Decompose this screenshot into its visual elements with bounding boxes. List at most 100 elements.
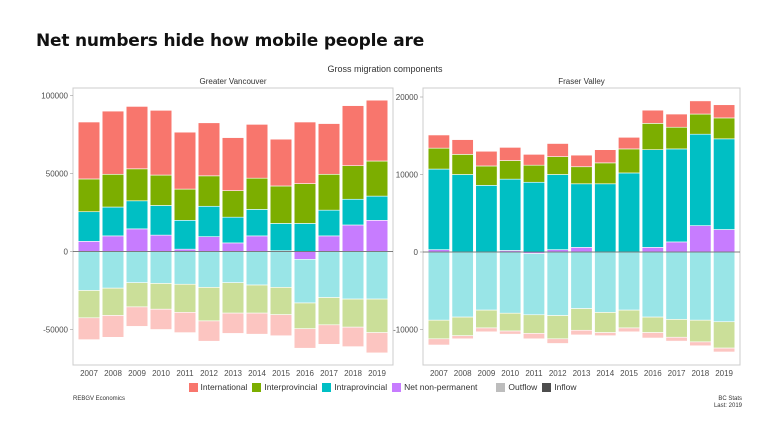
bar-segment-outflow xyxy=(427,251,450,321)
bar-segment-outflow xyxy=(713,347,736,353)
bar-segment-inflow xyxy=(451,174,474,253)
bar-segment-inflow xyxy=(641,247,664,253)
bar-segment-outflow xyxy=(499,312,522,332)
y-tick-label: 0 xyxy=(414,248,419,257)
legend-label: Inflow xyxy=(554,382,577,392)
bar-segment-outflow xyxy=(269,287,293,315)
bar-segment-outflow xyxy=(317,324,341,345)
data-source-date: Last: 2019 xyxy=(713,403,742,409)
bar-segment-inflow xyxy=(149,174,173,206)
bar-segment-inflow xyxy=(245,235,269,252)
bar-segment-outflow xyxy=(365,298,389,333)
bar-segment-outflow xyxy=(689,319,712,343)
bar-segment-inflow xyxy=(293,223,317,252)
bar-segment-outflow xyxy=(475,251,498,311)
legend-swatch xyxy=(188,382,198,392)
bar-segment-inflow xyxy=(221,216,245,244)
bar-segment-inflow xyxy=(341,224,365,252)
bar-segment-inflow xyxy=(245,177,269,210)
x-tick-label: 2015 xyxy=(620,369,638,378)
x-tick-label: 2016 xyxy=(296,369,314,378)
bar-segment-outflow xyxy=(269,314,293,337)
bar-segment-inflow xyxy=(101,206,125,237)
bar-segment-inflow xyxy=(317,235,341,252)
bar-segment-inflow xyxy=(570,166,593,185)
bar-segment-outflow xyxy=(245,312,269,335)
bar-segment-inflow xyxy=(77,241,101,252)
source-credit: REBGV Economics xyxy=(73,396,126,402)
bar-segment-inflow xyxy=(546,156,569,175)
panel-title: Fraser Valley xyxy=(558,77,605,86)
bar-segment-inflow xyxy=(245,124,269,179)
bar-segment-inflow xyxy=(570,247,593,253)
bar-segment-inflow xyxy=(365,99,389,162)
bar-segment-inflow xyxy=(101,173,125,208)
bar-segment-outflow xyxy=(499,330,522,335)
bar-segment-inflow xyxy=(641,109,664,124)
bar-segment-outflow xyxy=(594,312,617,333)
x-tick-label: 2017 xyxy=(320,369,338,378)
bar-segment-inflow xyxy=(713,138,736,230)
bar-segment-inflow xyxy=(475,165,498,186)
bar-segment-outflow xyxy=(522,253,545,316)
bar-segment-inflow xyxy=(594,162,617,185)
bar-segment-inflow xyxy=(269,138,293,187)
bar-segment-outflow xyxy=(341,251,365,300)
bar-segment-outflow xyxy=(293,258,317,304)
bar-segment-inflow xyxy=(365,220,389,252)
bar-segment-inflow xyxy=(618,148,641,174)
bar-segment-outflow xyxy=(221,282,245,314)
legend: International Interprovincial Intraprovi… xyxy=(0,382,770,392)
bar-segment-outflow xyxy=(665,319,688,338)
x-tick-label: 2013 xyxy=(573,369,591,378)
x-tick-label: 2018 xyxy=(344,369,362,378)
bar-segment-inflow xyxy=(475,185,498,253)
bar-segment-inflow xyxy=(365,160,389,197)
x-tick-label: 2014 xyxy=(596,369,614,378)
bar-segment-inflow xyxy=(173,131,197,190)
bar-segment-outflow xyxy=(594,332,617,337)
x-tick-label: 2008 xyxy=(104,369,122,378)
bar-segment-outflow xyxy=(427,338,450,346)
bar-segment-outflow xyxy=(546,315,569,340)
bar-segment-inflow xyxy=(317,209,341,237)
bar-segment-outflow xyxy=(689,341,712,347)
legend-label: Net non-permanent xyxy=(404,382,478,392)
x-tick-label: 2011 xyxy=(525,369,543,378)
bar-segment-outflow xyxy=(245,251,269,286)
x-tick-label: 2019 xyxy=(715,369,733,378)
bar-segment-outflow xyxy=(197,320,221,342)
x-tick-label: 2010 xyxy=(152,369,170,378)
legend-item-intraprovincial: Intraprovincial xyxy=(322,382,387,392)
x-tick-label: 2019 xyxy=(368,369,386,378)
bar-segment-inflow xyxy=(689,225,712,253)
x-tick-label: 2017 xyxy=(668,369,686,378)
bar-segment-inflow xyxy=(77,211,101,242)
bar-segment-inflow xyxy=(427,147,450,170)
bar-segment-outflow xyxy=(641,251,664,318)
y-tick-label: -10000 xyxy=(393,326,418,335)
x-tick-label: 2007 xyxy=(430,369,448,378)
bar-segment-outflow xyxy=(341,326,365,347)
bar-segment-inflow xyxy=(365,195,389,221)
bar-segment-inflow xyxy=(665,126,688,150)
bar-segment-inflow xyxy=(197,236,221,252)
legend-label: International xyxy=(200,382,248,392)
bar-segment-outflow xyxy=(125,282,149,308)
bar-segment-outflow xyxy=(641,316,664,333)
bar-segment-outflow xyxy=(149,283,173,310)
y-tick-label: 100000 xyxy=(41,92,68,101)
bar-segment-inflow xyxy=(317,123,341,175)
bar-segment-outflow xyxy=(427,319,450,340)
bar-segment-inflow xyxy=(197,122,221,177)
bar-segment-inflow xyxy=(522,181,545,253)
bar-segment-outflow xyxy=(317,297,341,326)
bar-segment-inflow xyxy=(499,178,522,251)
bar-segment-inflow xyxy=(522,154,545,166)
x-tick-label: 2007 xyxy=(80,369,98,378)
bar-segment-inflow xyxy=(149,234,173,252)
bar-segment-outflow xyxy=(665,251,688,320)
bar-segment-inflow xyxy=(546,143,569,157)
x-tick-label: 2010 xyxy=(501,369,519,378)
x-tick-label: 2012 xyxy=(549,369,567,378)
